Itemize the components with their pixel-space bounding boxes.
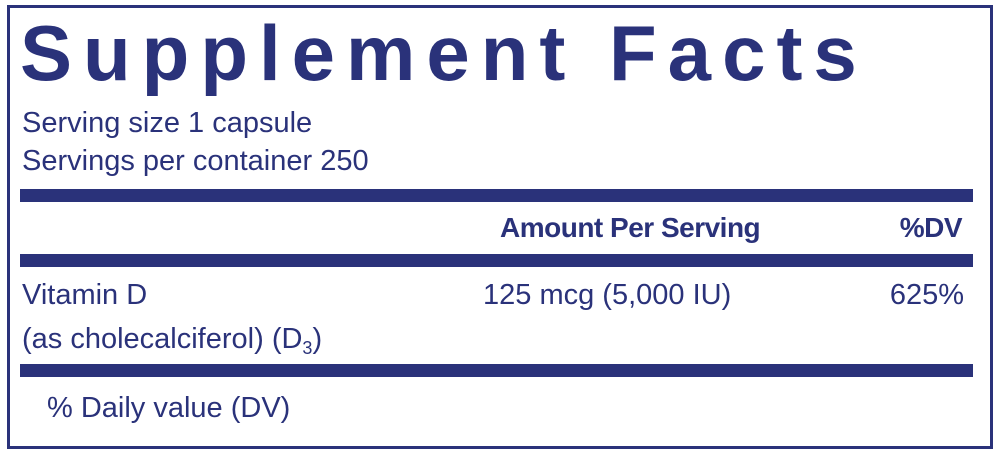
footnote: % Daily value (DV) <box>47 392 291 424</box>
servings-per-container: Servings per container 250 <box>22 145 369 177</box>
amount-header: Amount Per Serving <box>500 212 761 243</box>
label-border <box>7 5 993 449</box>
ingredient-amount: 125 mcg (5,000 IU) <box>483 279 732 311</box>
dv-header: %DV <box>899 212 963 243</box>
divider-bar <box>20 364 973 377</box>
ingredient-dv: 625% <box>889 279 964 311</box>
ingredient-name: Vitamin D <box>22 279 148 311</box>
serving-size: Serving size 1 capsule <box>22 107 313 139</box>
divider-bar <box>20 254 973 267</box>
ingredient-form: (as cholecalciferol) (D3) <box>22 323 323 358</box>
divider-bar <box>20 189 973 202</box>
label-title: Supplement Facts <box>20 9 868 97</box>
